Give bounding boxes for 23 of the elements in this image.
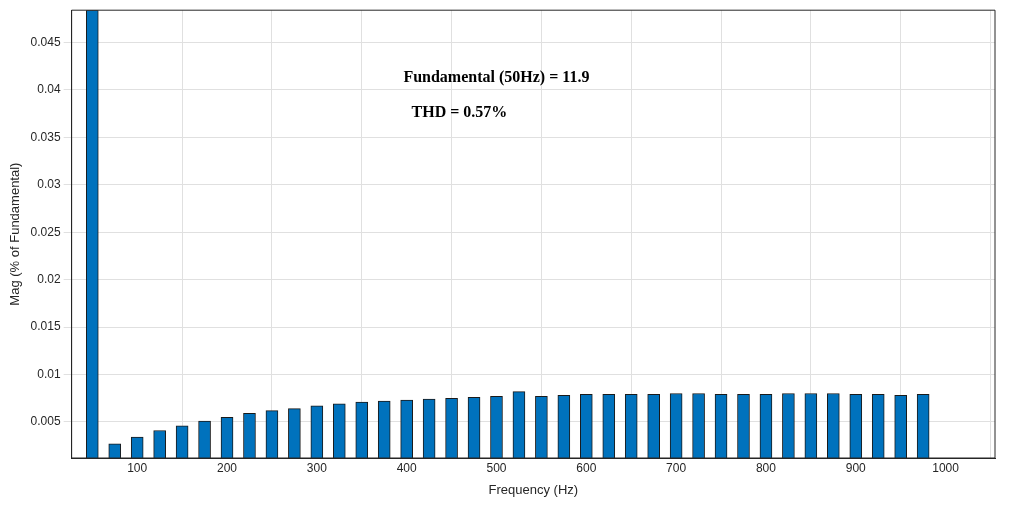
x-tick-label: 400	[396, 460, 417, 475]
x-tick-label: 900	[845, 460, 867, 475]
y-tick-label: 0.005	[30, 414, 61, 429]
y-axis-title: Mag (% of Fundamental)	[7, 162, 23, 306]
y-tick-label: 0.02	[37, 271, 61, 286]
x-tick-label: 500	[486, 460, 507, 475]
x-tick-label: 800	[755, 460, 777, 475]
y-tick-label: 0.03	[37, 177, 61, 192]
y-tick-label: 0.035	[30, 129, 61, 144]
annotation: Fundamental (50Hz) = 11.9	[403, 68, 590, 87]
x-axis-title: Frequency (Hz)	[488, 481, 579, 497]
y-tick-label: 0.04	[37, 82, 61, 97]
x-tick-label: 100	[127, 460, 148, 475]
annotation: THD = 0.57%	[411, 103, 508, 121]
x-tick-label: 700	[666, 460, 687, 475]
x-tick-label: 200	[217, 460, 238, 475]
x-tick-label: 600	[576, 460, 597, 475]
y-tick-label: 0.01	[37, 366, 61, 381]
y-tick-label: 0.015	[30, 319, 61, 334]
y-tick-label: 0.045	[30, 34, 61, 49]
x-tick-label: 1000	[932, 460, 960, 475]
y-tick-label: 0.025	[30, 224, 61, 239]
x-tick-label: 300	[306, 460, 328, 475]
